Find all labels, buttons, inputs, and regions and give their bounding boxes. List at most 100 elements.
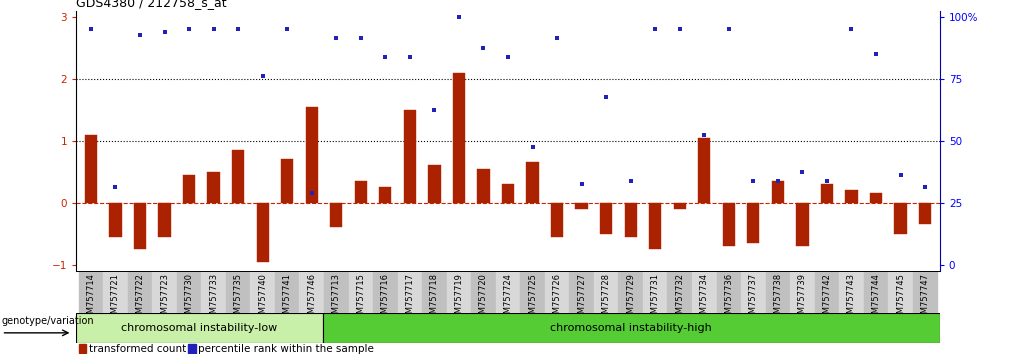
Text: percentile rank within the sample: percentile rank within the sample: [198, 344, 374, 354]
Text: GDS4380 / 212758_s_at: GDS4380 / 212758_s_at: [76, 0, 227, 10]
Point: [328, 36, 344, 41]
Bar: [348, 271, 373, 313]
Text: transformed count: transformed count: [89, 344, 186, 354]
Bar: [152, 271, 177, 313]
Bar: [526, 162, 538, 202]
Bar: [888, 271, 912, 313]
Bar: [183, 175, 195, 202]
Text: GSM757734: GSM757734: [700, 273, 709, 324]
Bar: [471, 271, 496, 313]
Bar: [373, 271, 397, 313]
Point: [623, 178, 639, 184]
Text: GSM757732: GSM757732: [676, 273, 684, 324]
Point: [377, 54, 393, 60]
Text: GSM757720: GSM757720: [479, 273, 488, 324]
Bar: [188, 344, 195, 353]
Point: [132, 33, 148, 38]
Bar: [918, 202, 932, 224]
Bar: [306, 107, 318, 202]
Bar: [643, 271, 668, 313]
Bar: [250, 271, 275, 313]
Point: [892, 172, 908, 178]
Point: [255, 73, 271, 79]
Bar: [478, 169, 490, 202]
Bar: [575, 202, 587, 209]
Text: GSM757718: GSM757718: [430, 273, 439, 324]
Text: GSM757716: GSM757716: [381, 273, 390, 324]
Bar: [403, 110, 416, 202]
Bar: [894, 202, 906, 234]
Bar: [600, 202, 613, 234]
Point: [353, 36, 369, 41]
Bar: [551, 202, 563, 237]
Bar: [232, 150, 244, 202]
Bar: [379, 187, 391, 202]
Bar: [790, 271, 815, 313]
Point: [524, 144, 541, 150]
Bar: [815, 271, 839, 313]
Bar: [716, 271, 741, 313]
Point: [819, 178, 835, 184]
Bar: [545, 271, 569, 313]
Bar: [625, 202, 637, 237]
Point: [843, 27, 860, 32]
Bar: [397, 271, 422, 313]
Bar: [78, 271, 104, 313]
Bar: [668, 271, 692, 313]
Bar: [722, 202, 735, 246]
Text: GSM757715: GSM757715: [357, 273, 366, 324]
Bar: [870, 193, 882, 202]
Text: GSM757738: GSM757738: [773, 273, 782, 324]
Point: [82, 27, 99, 32]
Bar: [323, 313, 940, 343]
Bar: [300, 271, 324, 313]
Bar: [698, 138, 710, 202]
Bar: [594, 271, 619, 313]
Text: GSM757736: GSM757736: [724, 273, 734, 324]
Bar: [766, 271, 790, 313]
Text: GSM757730: GSM757730: [185, 273, 194, 324]
Bar: [496, 271, 520, 313]
Bar: [864, 271, 888, 313]
Point: [696, 132, 712, 137]
Text: GSM757742: GSM757742: [822, 273, 831, 324]
Text: GSM757731: GSM757731: [650, 273, 659, 324]
Text: GSM757733: GSM757733: [209, 273, 218, 324]
Bar: [502, 184, 514, 202]
Point: [720, 27, 737, 32]
Point: [205, 27, 221, 32]
Point: [427, 107, 443, 113]
Bar: [355, 181, 367, 202]
Text: GSM757737: GSM757737: [749, 273, 758, 324]
Text: GSM757723: GSM757723: [161, 273, 169, 324]
Point: [573, 181, 589, 187]
Point: [475, 45, 492, 51]
Text: GSM757746: GSM757746: [307, 273, 316, 324]
Text: GSM757728: GSM757728: [601, 273, 611, 324]
Bar: [674, 202, 686, 209]
Text: GSM757713: GSM757713: [332, 273, 340, 324]
Bar: [275, 271, 300, 313]
Bar: [619, 271, 643, 313]
Point: [401, 54, 418, 60]
Point: [156, 29, 173, 35]
Bar: [128, 271, 152, 313]
Bar: [845, 190, 858, 202]
Bar: [649, 202, 661, 249]
Point: [917, 184, 934, 190]
Point: [304, 190, 320, 196]
Bar: [741, 271, 766, 313]
Bar: [207, 172, 219, 202]
Text: genotype/variation: genotype/variation: [2, 316, 94, 326]
Point: [451, 14, 467, 20]
Bar: [281, 159, 294, 202]
Bar: [772, 181, 784, 202]
Point: [108, 184, 124, 190]
Text: GSM757729: GSM757729: [626, 273, 635, 324]
Text: GSM757741: GSM757741: [282, 273, 292, 324]
Text: chromosomal instability-high: chromosomal instability-high: [551, 323, 712, 333]
Bar: [226, 271, 250, 313]
Point: [500, 54, 516, 60]
Text: GSM757743: GSM757743: [847, 273, 855, 324]
Bar: [453, 73, 465, 202]
